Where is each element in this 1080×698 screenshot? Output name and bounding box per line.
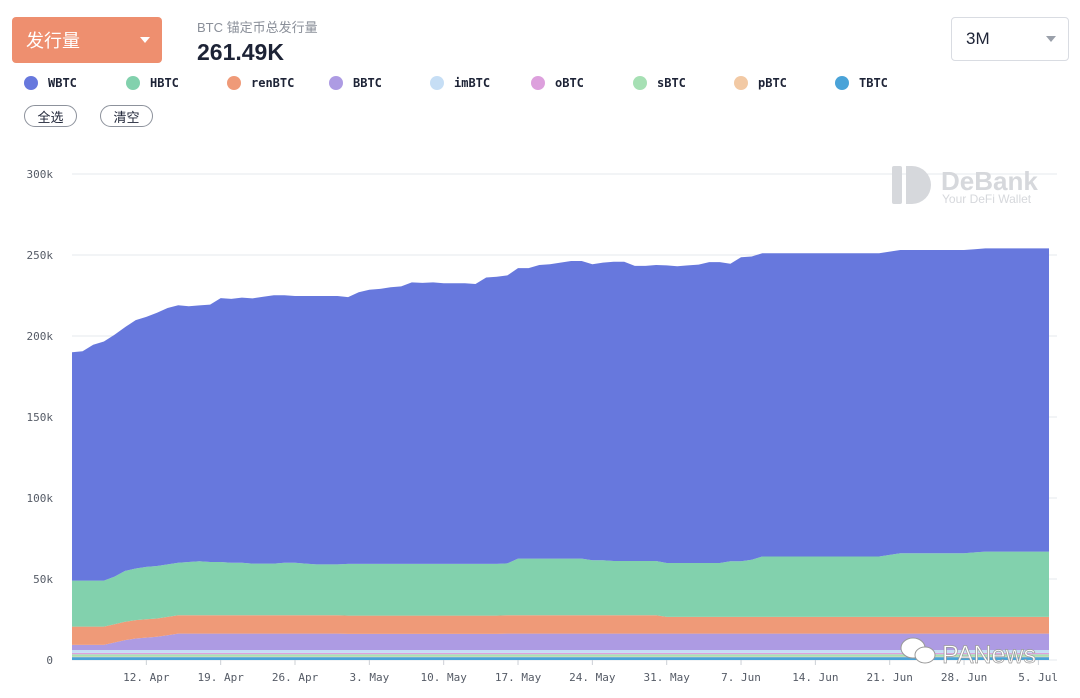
- clear-button[interactable]: 清空: [100, 105, 153, 127]
- legend-label: BBTC: [353, 76, 382, 90]
- debank-logo-icon: [892, 166, 931, 204]
- legend-label: imBTC: [454, 76, 491, 90]
- debank-brand: DeBank: [941, 166, 1038, 196]
- y-tick-label: 150k: [27, 411, 54, 424]
- y-tick-label: 0: [46, 654, 53, 667]
- x-tick-label: 12. Apr: [123, 671, 170, 684]
- area-renbtc: [72, 615, 1049, 645]
- area-wbtc: [72, 248, 1049, 581]
- legend-label: TBTC: [859, 76, 888, 90]
- x-axis-ticks: 12. Apr 19. Apr 26. Apr 3. May 10. May 17. Ma…: [123, 660, 1058, 684]
- time-range-select[interactable]: 3M: [951, 17, 1069, 61]
- area-imbtc: [72, 650, 1049, 653]
- x-tick-label: 7. Jun: [721, 671, 761, 684]
- legend-dot-icon: [835, 76, 849, 90]
- x-tick-label: 10. May: [421, 671, 468, 684]
- y-tick-label: 200k: [27, 330, 54, 343]
- x-tick-label: 28. Jun: [941, 671, 987, 684]
- x-tick-label: 26. Apr: [272, 671, 319, 684]
- legend-item-hbtc[interactable]: HBTC: [126, 76, 179, 90]
- legend-item-tbtc[interactable]: TBTC: [835, 76, 888, 90]
- panews-watermark: PANews: [900, 637, 1036, 669]
- area-obtc: [72, 652, 1049, 655]
- chart-subtitle: BTC 锚定币总发行量: [197, 20, 318, 35]
- legend-item-imbtc[interactable]: imBTC: [430, 76, 490, 90]
- legend-dot-icon: [734, 76, 748, 90]
- time-range-value: 3M: [966, 29, 990, 48]
- area-layers: [72, 248, 1049, 660]
- y-axis-ticks: 0 50k 100k 150k 200k 250k 300k: [27, 168, 54, 667]
- x-tick-label: 31. May: [644, 671, 691, 684]
- x-tick-label: 14. Jun: [792, 671, 838, 684]
- legend-label: WBTC: [48, 76, 77, 90]
- y-tick-label: 100k: [27, 492, 54, 505]
- y-tick-label: 300k: [27, 168, 54, 181]
- panews-brand: PANews: [942, 641, 1036, 669]
- legend-dot-icon: [531, 76, 545, 90]
- select-all-button[interactable]: 全选: [24, 105, 77, 127]
- area-bbtc: [72, 633, 1049, 650]
- wechat-icon: [900, 637, 936, 664]
- x-tick-label: 17. May: [495, 671, 542, 684]
- legend-item-pbtc[interactable]: pBTC: [734, 76, 787, 90]
- legend-item-renbtc[interactable]: renBTC: [227, 76, 294, 90]
- total-supply-value: 261.49K: [197, 39, 284, 65]
- chevron-down-icon: [1046, 36, 1056, 42]
- area-pbtc: [72, 656, 1049, 658]
- metric-dropdown-label: 发行量: [26, 31, 80, 51]
- legend-dot-icon: [430, 76, 444, 90]
- chart-legend: WBTC HBTC renBTC BBTC imBTC oBTC sBTC pBTC TBTC: [24, 76, 924, 94]
- debank-tagline: Your DeFi Wallet: [942, 192, 1032, 206]
- y-tick-label: 250k: [27, 249, 54, 262]
- legend-label: renBTC: [251, 76, 295, 90]
- area-hbtc: [72, 551, 1049, 627]
- legend-label: HBTC: [150, 76, 179, 90]
- area-sbtc: [72, 654, 1049, 657]
- legend-item-obtc[interactable]: oBTC: [531, 76, 584, 90]
- x-tick-label: 24. May: [569, 671, 616, 684]
- legend-label: sBTC: [657, 76, 686, 90]
- chevron-down-icon: [140, 37, 150, 43]
- legend-item-bbtc[interactable]: BBTC: [329, 76, 382, 90]
- x-tick-label: 21. Jun: [867, 671, 913, 684]
- legend-item-wbtc[interactable]: WBTC: [24, 76, 77, 90]
- debank-watermark: DeBank Your DeFi Wallet: [892, 166, 1038, 206]
- y-tick-label: 50k: [33, 573, 53, 586]
- legend-dot-icon: [24, 76, 38, 90]
- summary: BTC 锚定币总发行量 261.49K: [197, 17, 318, 66]
- legend-dot-icon: [227, 76, 241, 90]
- x-tick-label: 3. May: [349, 671, 389, 684]
- x-tick-label: 19. Apr: [197, 671, 244, 684]
- x-tick-label: 5. Jul: [1018, 671, 1058, 684]
- legend-label: pBTC: [758, 76, 787, 90]
- metric-dropdown[interactable]: 发行量: [12, 17, 162, 63]
- legend-label: oBTC: [555, 76, 584, 90]
- legend-item-sbtc[interactable]: sBTC: [633, 76, 686, 90]
- area-tbtc: [72, 657, 1049, 660]
- legend-dot-icon: [329, 76, 343, 90]
- legend-dot-icon: [633, 76, 647, 90]
- legend-dot-icon: [126, 76, 140, 90]
